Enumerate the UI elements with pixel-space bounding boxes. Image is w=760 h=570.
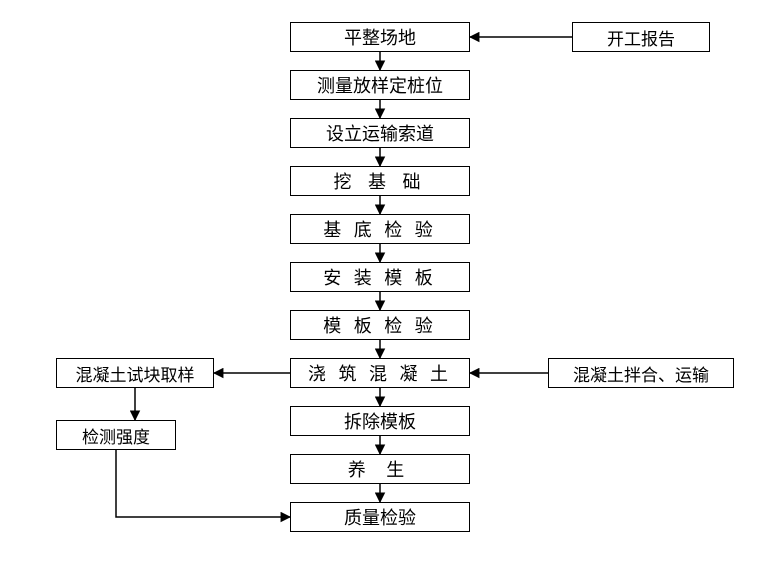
flowchart-node-n10: 养 生 (290, 454, 470, 484)
node-label: 浇 筑 混 凝 土 (308, 360, 452, 386)
flowchart-node-n11: 质量检验 (290, 502, 470, 532)
flowchart-node-n3: 设立运输索道 (290, 118, 470, 148)
node-label: 养 生 (348, 456, 413, 482)
node-label: 挖 基 础 (334, 168, 427, 194)
node-label: 安 装 模 板 (323, 264, 437, 290)
flowchart-node-s2: 混凝土拌合、运输 (548, 358, 734, 388)
flowchart-node-n6: 安 装 模 板 (290, 262, 470, 292)
node-label: 模 板 检 验 (323, 312, 437, 338)
node-label: 基 底 检 验 (323, 216, 437, 242)
node-label: 开工报告 (607, 25, 675, 50)
node-label: 测量放样定桩位 (317, 72, 443, 98)
node-label: 混凝土拌合、运输 (573, 361, 709, 386)
node-label: 设立运输索道 (326, 120, 434, 146)
flowchart-node-s3: 混凝土试块取样 (56, 358, 214, 388)
node-label: 检测强度 (82, 423, 150, 448)
flowchart-node-n1: 平整场地 (290, 22, 470, 52)
flowchart-node-n5: 基 底 检 验 (290, 214, 470, 244)
node-label: 平整场地 (344, 24, 416, 50)
flowchart-node-n8: 浇 筑 混 凝 土 (290, 358, 470, 388)
node-label: 质量检验 (344, 504, 416, 530)
flowchart-node-n4: 挖 基 础 (290, 166, 470, 196)
flowchart-node-n7: 模 板 检 验 (290, 310, 470, 340)
node-label: 混凝土试块取样 (76, 361, 195, 386)
flowchart-node-s1: 开工报告 (572, 22, 710, 52)
flowchart-node-s4: 检测强度 (56, 420, 176, 450)
flowchart-node-n2: 测量放样定桩位 (290, 70, 470, 100)
node-label: 拆除模板 (344, 408, 416, 434)
flowchart-node-n9: 拆除模板 (290, 406, 470, 436)
